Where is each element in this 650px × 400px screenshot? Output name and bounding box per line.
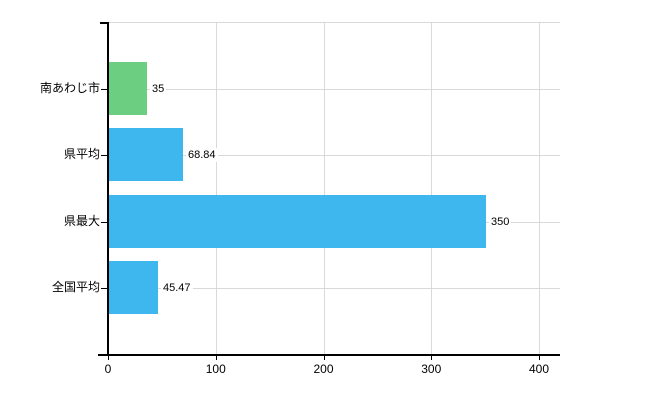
- x-tick-label: 0: [104, 362, 112, 376]
- y-tick-mark: [101, 155, 107, 156]
- x-tick-mark: [431, 356, 433, 360]
- gridline-horizontal: [107, 155, 560, 156]
- y-tick-mark: [101, 89, 107, 90]
- bar-value-label: 350: [489, 215, 512, 229]
- category-label: 全国平均: [51, 280, 100, 294]
- y-tick-mark: [101, 222, 107, 223]
- x-tick-mark: [539, 356, 540, 360]
- gridline-horizontal: [107, 89, 560, 90]
- x-tick-label: 400: [528, 362, 550, 376]
- x-tick-mark: [215, 356, 217, 360]
- gridline-horizontal: [107, 288, 560, 289]
- bar: [109, 128, 183, 181]
- category-label: 南あわじ市: [39, 81, 100, 95]
- bar: [109, 261, 158, 314]
- bar-value-label: 68.84: [186, 148, 218, 162]
- bar-value-label: 35: [150, 82, 167, 96]
- category-label: 県最大: [63, 214, 100, 228]
- bar-value-label: 45.47: [161, 281, 193, 295]
- gridline-vertical: [539, 22, 540, 355]
- gridline-vertical: [431, 22, 433, 355]
- x-tick-label: 100: [205, 362, 226, 376]
- y-axis-line: [107, 22, 109, 355]
- x-axis-line: [98, 354, 560, 356]
- gridline-vertical: [215, 22, 217, 355]
- category-label: 県平均: [63, 147, 100, 161]
- y-tick-mark: [101, 288, 107, 289]
- y-axis-top-tick: [100, 22, 107, 24]
- bar: [109, 62, 147, 115]
- x-tick-mark: [108, 356, 109, 360]
- x-tick-label: 200: [313, 362, 334, 376]
- plot-top-border: [107, 22, 560, 23]
- bar: [109, 195, 486, 248]
- gridline-vertical: [323, 22, 325, 355]
- x-tick-label: 300: [421, 362, 442, 376]
- x-tick-mark: [323, 356, 325, 360]
- plot-area: 0 100 200 300 400 35 南あわじ市 68.84 県平均 350 県最大 45.47 全…: [40, 22, 560, 376]
